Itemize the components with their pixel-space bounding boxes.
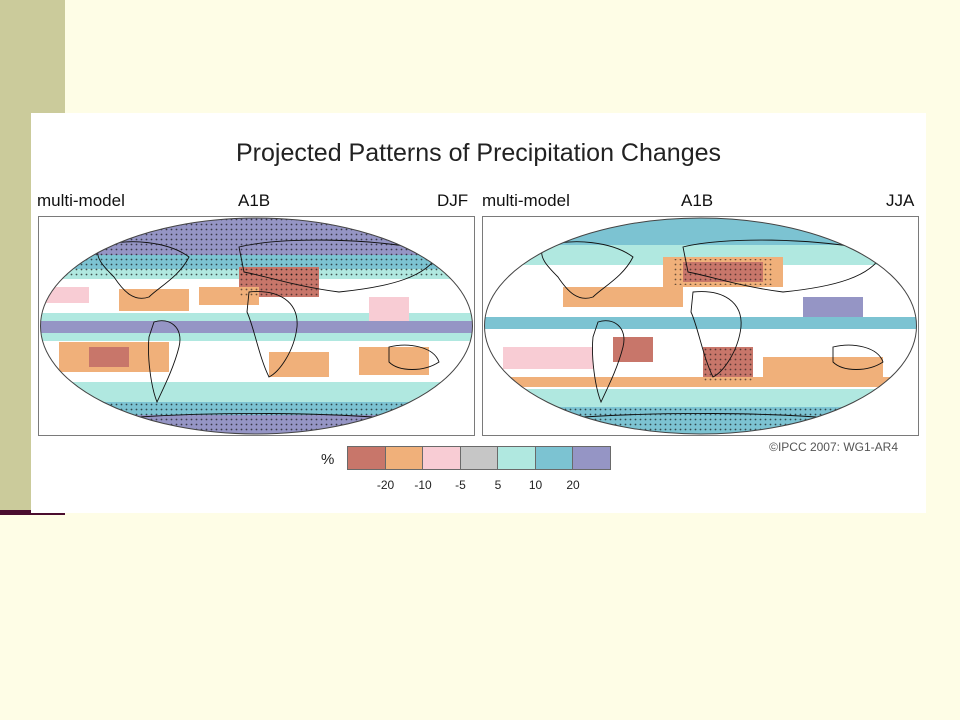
figure-panel: Projected Patterns of Precipitation Chan… [31,113,926,513]
colorbar-tick-label: -10 [414,478,432,492]
panel-right-season-label: JJA [886,191,915,210]
colorbar-unit-label: % [321,451,335,468]
map-djf [38,216,475,436]
copyright-notice: ©IPCC 2007: WG1-AR4 [769,440,898,454]
colorbar-tick-label: -20 [376,478,395,492]
map-jja-graphic [484,217,917,435]
colorbar-tick-label: 5 [494,478,502,492]
colorbar-swatch-6 [573,447,610,469]
colorbar-swatch-5 [535,447,573,469]
colorbar-tick-label: 10 [528,478,543,492]
map-jja [482,216,919,436]
colorbar-swatch-1 [385,447,423,469]
figure-title: Projected Patterns of Precipitation Chan… [236,139,721,167]
colorbar-swatch-3 [460,447,498,469]
colorbar-swatch-4 [498,447,536,469]
colorbar-swatch-0 [348,447,386,469]
colorbar [347,446,611,470]
colorbar-swatch-2 [423,447,461,469]
panel-left-scenario-label: A1B [238,191,271,210]
colorbar-tick-label: -5 [455,478,466,492]
panel-left-season-label: DJF [437,191,469,210]
colorbar-tick-label: 20 [566,478,580,492]
panel-right-model-label: multi-model [482,191,570,210]
panel-right-scenario-label: A1B [681,191,714,210]
map-djf-graphic [40,217,473,435]
panel-left-model-label: multi-model [37,191,125,210]
